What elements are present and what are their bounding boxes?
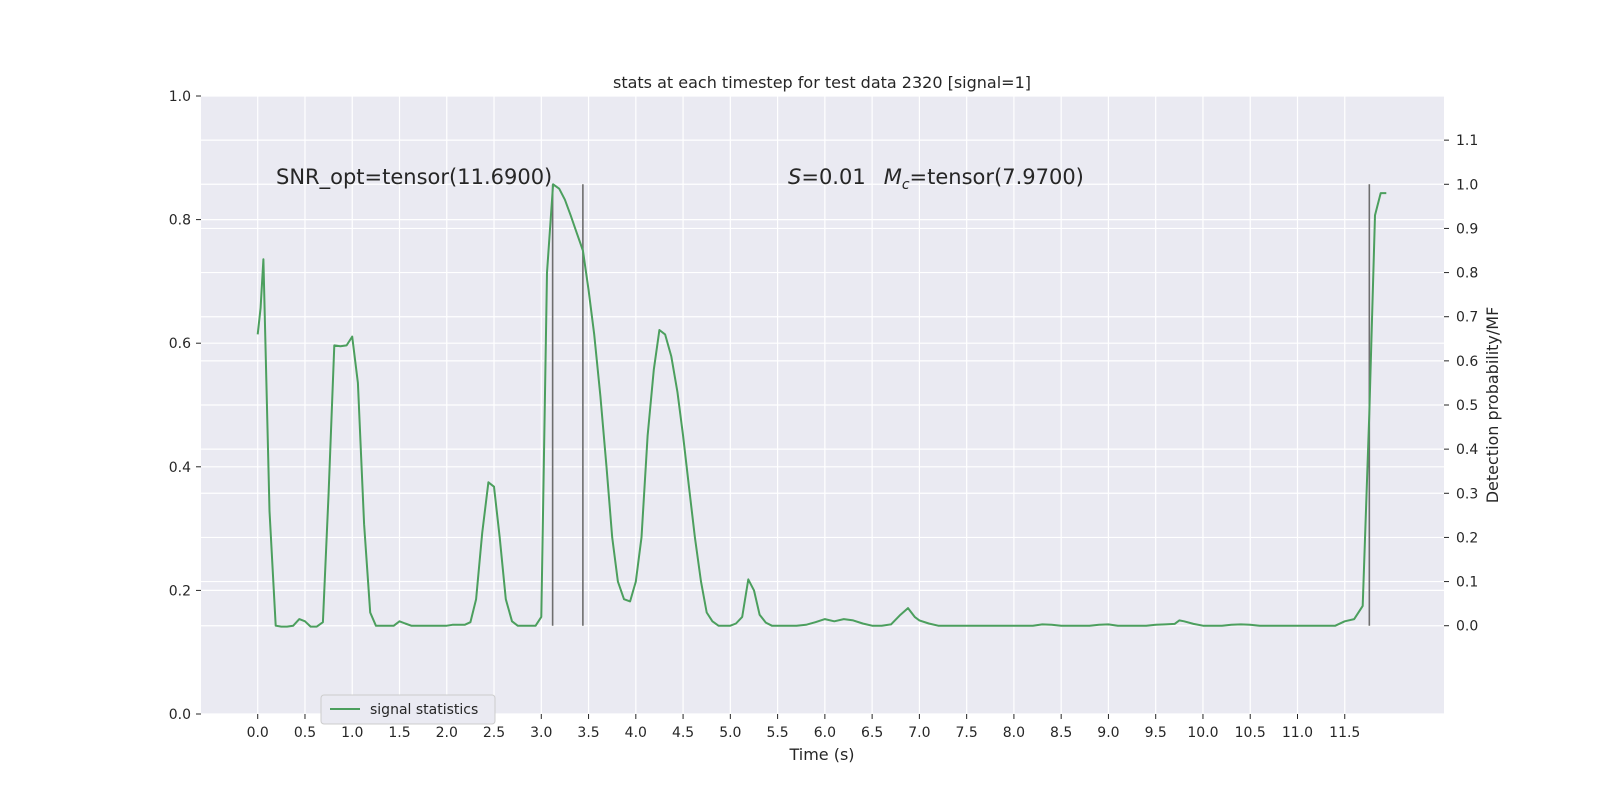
y-left-tick-label: 1.0 [169,89,191,105]
y-left-tick-label: 0.8 [169,213,191,229]
grid-lines [201,95,1444,715]
x-tick-label: 8.0 [1003,725,1025,741]
y-left-tick-label: 0.4 [169,460,191,476]
x-tick-label: 1.5 [388,725,410,741]
m-label: M [884,165,902,189]
x-tick-label: 4.0 [625,725,647,741]
y-right-tick-label: 1.0 [1456,177,1478,193]
x-tick-label: 5.0 [719,725,741,741]
y-right-tick-label: 0.4 [1456,442,1478,458]
legend: signal statistics [320,694,496,725]
legend-entry-label: signal statistics [370,702,478,718]
m-subscript: c [902,177,910,193]
x-tick-label: 7.5 [956,725,978,741]
series-line-signal-statistics [256,183,1387,628]
y-left-tick-label: 0.0 [169,707,191,723]
y-right-tick-label: 0.5 [1456,398,1478,414]
x-tick-label: 10.5 [1235,725,1266,741]
x-tick-label: 7.0 [908,725,930,741]
y-right-tick-label: 0.8 [1456,266,1478,282]
x-tick-label: 6.0 [814,725,836,741]
y-right-tick-label: 0.1 [1456,575,1478,591]
y-right-tick-label: 0.2 [1456,530,1478,546]
x-tick-label: 2.0 [436,725,458,741]
tick-labels: 0.0 0.5 1.0 1.5 2.0 2.5 3.0 3.5 4.0 4.5 5.0 5.5 6.0 6… [169,89,1479,741]
chart-title: stats at each timestep for test data 232… [613,73,1031,92]
s-mc-annotation: S=0.01 Mc=tensor(7.9700) [788,165,1084,193]
s-value: =0.01 [801,165,865,189]
x-tick-label: 5.5 [766,725,788,741]
x-axis-label: Time (s) [788,745,854,764]
legend-box [320,694,496,725]
x-tick-label: 6.5 [861,725,883,741]
x-tick-label: 0.5 [294,725,316,741]
x-tick-label: 8.5 [1050,725,1072,741]
series-layer [256,183,1387,628]
x-tick-label: 3.5 [577,725,599,741]
x-tick-label: 9.0 [1097,725,1119,741]
y-right-tick-label: 0.9 [1456,221,1478,237]
y-right-tick-label: 1.1 [1456,133,1478,149]
y-right-tick-label: 0.6 [1456,354,1478,370]
snr-annotation: SNR_opt=tensor(11.6900) [276,165,552,190]
x-tick-label: 3.0 [530,725,552,741]
m-value: =tensor(7.9700) [910,165,1084,189]
y-right-tick-label: 0.3 [1456,486,1478,502]
y-axis-right-label: Detection probability/MF [1483,307,1502,504]
y-left-tick-label: 0.2 [169,583,191,599]
x-tick-label: 0.0 [247,725,269,741]
x-tick-label: 2.5 [483,725,505,741]
y-right-tick-label: 0.0 [1456,619,1478,635]
x-tick-label: 1.0 [341,725,363,741]
y-left-tick-label: 0.6 [169,336,191,352]
x-tick-label: 10.0 [1187,725,1218,741]
x-tick-label: 4.5 [672,725,694,741]
s-label: S [788,165,801,189]
x-tick-label: 11.0 [1282,725,1313,741]
x-tick-label: 9.5 [1145,725,1167,741]
y-right-tick-label: 0.7 [1456,310,1478,326]
x-tick-label: 11.5 [1329,725,1360,741]
